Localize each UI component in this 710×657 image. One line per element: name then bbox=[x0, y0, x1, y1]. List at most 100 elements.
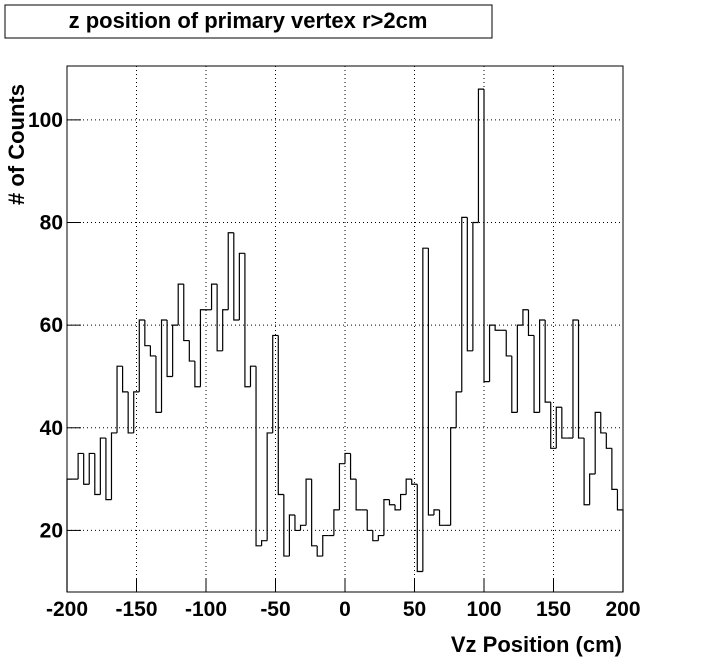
histogram-bin bbox=[427, 248, 434, 516]
histogram-bin bbox=[383, 499, 390, 536]
histogram-bin bbox=[333, 509, 340, 536]
histogram-bin bbox=[438, 509, 446, 526]
histogram-bin bbox=[138, 319, 145, 392]
histogram-bin bbox=[522, 309, 529, 326]
histogram-bin bbox=[550, 402, 557, 449]
histogram-bin bbox=[577, 320, 585, 439]
histogram-bin bbox=[366, 509, 373, 532]
histogram-bin bbox=[99, 437, 106, 495]
histogram-bin bbox=[188, 340, 195, 362]
histogram-bin bbox=[105, 438, 112, 501]
histogram-bin bbox=[533, 335, 540, 413]
histogram-bin bbox=[405, 478, 412, 495]
histogram-bin bbox=[483, 89, 490, 383]
histogram-bin bbox=[355, 479, 362, 511]
x-tick-label: 200 bbox=[605, 598, 640, 621]
histogram-bin bbox=[94, 453, 101, 496]
histogram-bin bbox=[411, 479, 418, 485]
y-tick-label: 40 bbox=[40, 417, 63, 440]
histogram-bin bbox=[266, 432, 273, 541]
y-tick-label: 100 bbox=[28, 109, 63, 132]
histogram-bin bbox=[505, 330, 512, 357]
histogram-bin bbox=[144, 320, 151, 347]
histogram-bin bbox=[166, 320, 173, 378]
histogram-bin bbox=[261, 540, 268, 546]
histogram-bin bbox=[172, 324, 179, 377]
histogram-bin bbox=[238, 252, 245, 321]
histogram-bin bbox=[299, 524, 307, 531]
histogram-bin bbox=[450, 427, 457, 526]
x-axis-label: Vz Position (cm) bbox=[451, 632, 622, 657]
histogram-bin bbox=[472, 221, 479, 351]
chart-title: z position of primary vertex r>2cm bbox=[69, 8, 428, 33]
histogram-bin bbox=[583, 438, 590, 506]
histogram-bin bbox=[377, 534, 384, 541]
histogram-bin bbox=[338, 463, 345, 510]
histogram-bin bbox=[488, 324, 496, 382]
histogram-bin bbox=[349, 453, 357, 480]
histogram-bin bbox=[122, 366, 129, 393]
histogram-bin bbox=[255, 366, 262, 547]
histogram-bin bbox=[116, 365, 123, 433]
histogram-bin bbox=[294, 515, 301, 532]
histogram-bin bbox=[372, 530, 379, 542]
histogram-bin bbox=[422, 247, 429, 572]
histogram-bin bbox=[133, 391, 140, 433]
histogram-bin bbox=[388, 499, 396, 506]
histogram-bin bbox=[589, 473, 596, 505]
histogram-bin bbox=[311, 479, 318, 547]
histogram-bin bbox=[160, 319, 168, 413]
x-tick-label: -150 bbox=[115, 598, 157, 621]
histogram-bin bbox=[199, 309, 206, 387]
histogram-bin bbox=[127, 391, 134, 434]
histogram-bin bbox=[494, 325, 501, 331]
histogram-bin bbox=[155, 355, 162, 413]
histogram-bin bbox=[272, 334, 279, 433]
histogram-bin bbox=[400, 493, 407, 510]
histogram-bin bbox=[283, 494, 290, 557]
histogram-bin bbox=[66, 478, 73, 592]
histogram-bin bbox=[288, 514, 295, 557]
x-tick-label: -200 bbox=[46, 598, 88, 621]
histogram-bin bbox=[194, 361, 201, 388]
histogram-bin bbox=[244, 253, 251, 388]
histogram-bin bbox=[594, 411, 601, 474]
histogram-bin bbox=[77, 452, 84, 480]
histogram-bin bbox=[433, 509, 440, 516]
x-tick-label: 0 bbox=[339, 598, 351, 621]
histogram-bin bbox=[572, 319, 579, 439]
histogram-bin bbox=[83, 453, 90, 485]
histogram-bin bbox=[416, 484, 423, 573]
histogram-bin bbox=[555, 406, 562, 449]
histogram-bin bbox=[600, 412, 607, 434]
histogram-bin bbox=[466, 217, 473, 352]
histogram-bin bbox=[455, 391, 462, 428]
histogram-bin bbox=[110, 432, 118, 500]
x-tick-label: -50 bbox=[260, 598, 290, 621]
histogram-bin bbox=[222, 309, 229, 351]
histogram-bin bbox=[561, 407, 568, 439]
histogram-bin bbox=[183, 284, 190, 342]
histogram-bin bbox=[516, 324, 523, 413]
x-tick-label: -100 bbox=[185, 598, 227, 621]
x-tick-label: 150 bbox=[536, 598, 571, 621]
histogram-bin bbox=[177, 283, 184, 326]
y-tick-label: 20 bbox=[40, 519, 63, 542]
x-tick-label: 100 bbox=[466, 598, 501, 621]
histogram-bin bbox=[227, 232, 234, 310]
histogram-bin bbox=[616, 489, 624, 592]
histogram-bin bbox=[233, 232, 240, 321]
title-box bbox=[4, 4, 493, 39]
histogram-bin bbox=[149, 345, 156, 357]
histogram-bin bbox=[216, 284, 223, 352]
y-axis-label: # of Counts bbox=[4, 84, 29, 205]
histogram-bin bbox=[539, 319, 546, 413]
histogram-bin bbox=[305, 478, 312, 526]
histogram-bin bbox=[316, 545, 323, 557]
histogram-bin bbox=[544, 320, 551, 403]
histogram-bin bbox=[605, 432, 612, 449]
histogram-bin bbox=[344, 452, 351, 464]
y-tick-label: 60 bbox=[40, 314, 63, 337]
histogram-bin bbox=[511, 355, 518, 413]
